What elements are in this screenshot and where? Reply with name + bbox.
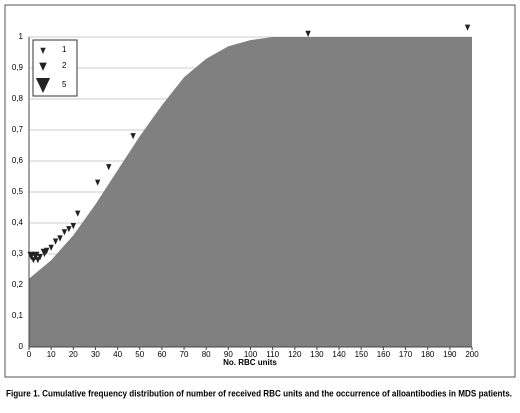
x-tick-label: 30	[91, 350, 100, 359]
area	[29, 37, 472, 347]
x-tick-label: 160	[377, 350, 391, 359]
legend-label: 5	[62, 80, 67, 89]
marker	[52, 238, 59, 245]
x-tick-label: 60	[157, 350, 166, 359]
y-tick-label: 0	[19, 342, 24, 351]
x-tick-label: 200	[465, 350, 479, 359]
marker	[130, 133, 136, 140]
marker	[31, 251, 40, 261]
marker	[48, 244, 54, 251]
x-tick-label: 140	[332, 350, 346, 359]
y-tick-label: 0,2	[12, 280, 24, 289]
legend-label: 1	[62, 45, 67, 54]
legend-label: 2	[62, 61, 67, 70]
legend-marker	[40, 47, 46, 54]
x-tick-label: 10	[47, 350, 56, 359]
y-tick-label: 1	[19, 32, 24, 41]
marker	[305, 30, 311, 37]
legend-marker	[39, 62, 47, 71]
x-tick-label: 180	[421, 350, 435, 359]
x-tick-label: 40	[113, 350, 122, 359]
y-tick-label: 0,8	[12, 94, 24, 103]
y-tick-label: 0,9	[12, 63, 24, 72]
y-tick-label: 0,7	[12, 125, 24, 134]
x-tick-label: 50	[135, 350, 144, 359]
y-tick-label: 0,4	[12, 218, 24, 227]
x-axis-label: No. RBC units	[223, 358, 277, 367]
marker	[70, 223, 76, 230]
legend-box	[32, 39, 78, 97]
marker	[464, 24, 471, 31]
y-tick-label: 0,5	[12, 187, 24, 196]
caption: Figure 1. Cumulative frequency distribut…	[6, 388, 512, 398]
x-tick-label: 130	[310, 350, 324, 359]
x-tick-label: 100	[244, 350, 258, 359]
x-tick-label: 0	[27, 350, 32, 359]
x-tick-label: 80	[202, 350, 211, 359]
marker	[61, 229, 68, 236]
y-tick-label: 0,3	[12, 249, 24, 258]
marker	[75, 210, 81, 217]
x-tick-label: 70	[180, 350, 189, 359]
x-tick-label: 190	[443, 350, 457, 359]
legend-marker	[35, 78, 51, 93]
x-tick-label: 110	[266, 350, 279, 359]
marker	[30, 257, 37, 264]
x-tick-label: 150	[355, 350, 369, 359]
y-tick-label: 0,1	[12, 311, 24, 320]
x-tick-label: 120	[288, 350, 302, 359]
x-tick-label: 20	[69, 350, 78, 359]
marker	[106, 164, 112, 171]
marker	[44, 247, 50, 254]
marker	[35, 257, 41, 264]
marker	[57, 235, 63, 242]
marker	[37, 254, 43, 261]
x-tick-label: 170	[399, 350, 413, 359]
marker	[66, 226, 72, 233]
marker	[94, 179, 101, 186]
y-tick-label: 0,6	[12, 156, 24, 165]
x-tick-label: 90	[224, 350, 233, 359]
